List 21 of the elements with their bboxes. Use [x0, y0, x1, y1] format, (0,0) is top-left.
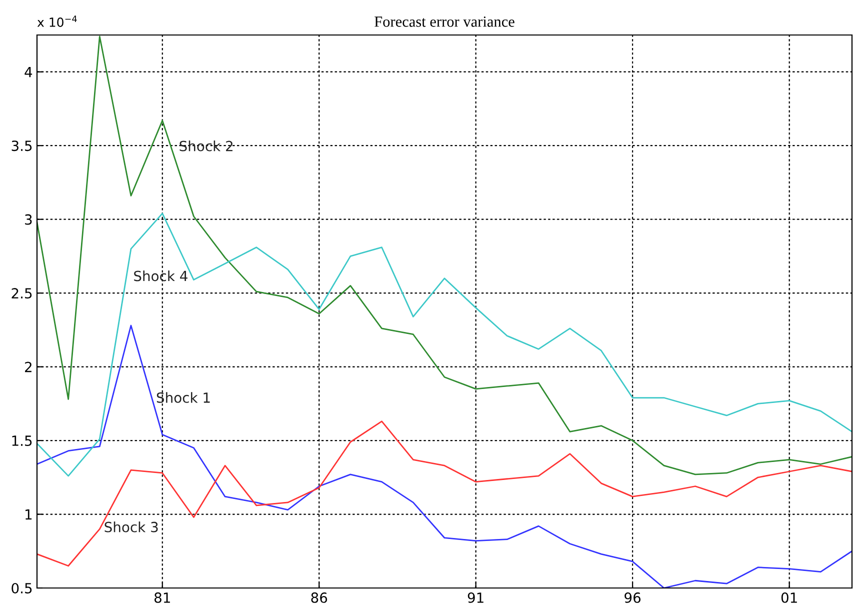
y-tick-label: 3.5: [12, 140, 32, 152]
y-tick-label: 1: [26, 509, 32, 520]
x-tick-label: 91: [468, 592, 484, 603]
x-tick-label: 96: [624, 592, 641, 603]
series-label: Shock 4: [134, 270, 188, 282]
series-label: Shock 3: [104, 522, 158, 532]
y-tick-label: 2: [25, 362, 32, 372]
series-label: Shock 2: [180, 140, 232, 152]
x-tick-label: 01: [781, 592, 797, 603]
y-tick-label: 4: [24, 67, 32, 78]
y-tick-label: 1.5: [12, 436, 32, 446]
series-label: Shock 1: [156, 392, 210, 403]
y-tick-label: 3: [25, 214, 32, 225]
x-tick-label: 86: [311, 592, 328, 603]
text: x 10$^{−4}$: [37, 16, 77, 27]
x-tick-label: 81: [154, 592, 170, 603]
y-tick-label: 2.5: [12, 288, 32, 299]
line-series: [37, 420, 852, 567]
line-series: [37, 212, 852, 477]
y-tick-label: 0.5: [12, 582, 32, 594]
chart-title: Forecast error variance: [374, 16, 514, 27]
